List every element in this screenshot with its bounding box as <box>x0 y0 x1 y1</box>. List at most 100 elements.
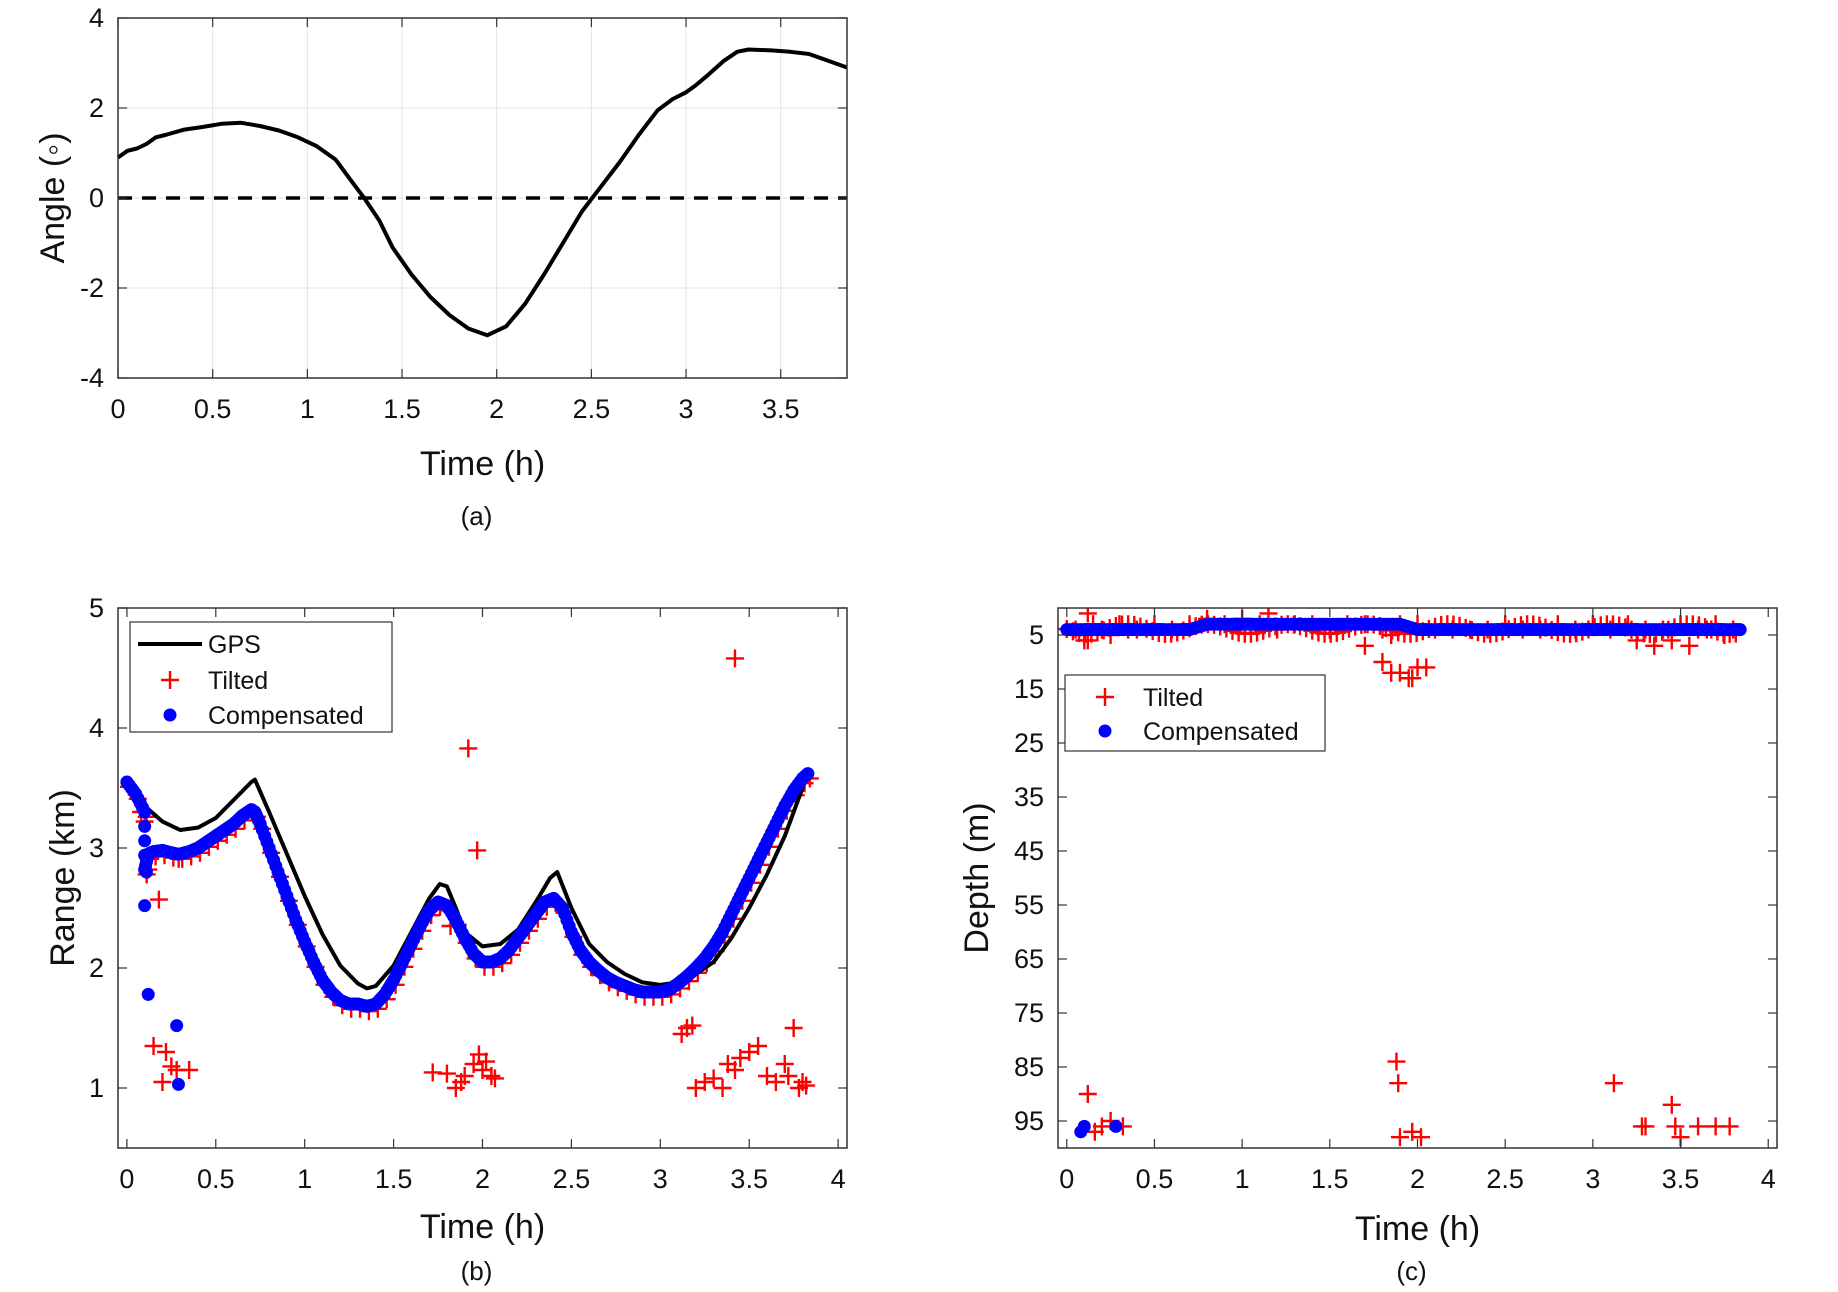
tilted-marker <box>784 1019 803 1037</box>
x-tick-label: 1 <box>297 1164 312 1194</box>
x-tick-label: 0.5 <box>197 1164 235 1194</box>
panel-c-y-ticks: 5 15 25 35 45 55 65 75 85 95 <box>1014 620 1777 1136</box>
y-tick-label: 85 <box>1014 1052 1044 1082</box>
panel-c-depth-chart: 0 0.5 1 1.5 2 2.5 3 3.5 4 5 15 25 35 45 55 65 75 85 95 Ti… <box>958 607 1778 1286</box>
y-tick-label: 65 <box>1014 944 1044 974</box>
panel-a-caption: (a) <box>461 501 493 531</box>
panel-b-legend: GPS Tilted Compensated <box>129 621 393 733</box>
x-tick-label: 1.5 <box>383 394 421 424</box>
legend-tilted-swatch <box>161 671 179 689</box>
x-tick-label: 3.5 <box>762 394 800 424</box>
panel-b-x-axis-label: Time (h) <box>420 1208 545 1246</box>
y-tick-label: 0 <box>89 183 104 213</box>
x-tick-label: 2.5 <box>573 394 611 424</box>
tilted-marker <box>683 1016 702 1035</box>
y-tick-label: 4 <box>89 713 104 743</box>
compensated-marker <box>171 1077 185 1091</box>
panel-c-legend: Tilted Compensated <box>1064 674 1326 752</box>
tilted-marker <box>766 1073 785 1091</box>
x-tick-label: 1 <box>300 394 315 424</box>
tilted-marker <box>1645 636 1664 655</box>
panel-c-caption: (c) <box>1396 1256 1426 1286</box>
x-tick-label: 0 <box>110 394 125 424</box>
y-tick-label: -4 <box>80 363 104 393</box>
x-tick-label: 1.5 <box>375 1164 413 1194</box>
y-tick-label: 25 <box>1014 728 1044 758</box>
x-tick-label: 0.5 <box>1136 1164 1174 1194</box>
legend-label-gps: GPS <box>208 631 261 659</box>
tilted-marker <box>144 1037 163 1055</box>
tilted-marker <box>437 1064 456 1083</box>
x-tick-label: 1.5 <box>1311 1164 1349 1194</box>
tilted-marker <box>797 1076 816 1095</box>
panel-b-range-chart: 0 0.5 1 1.5 2 2.5 3 3.5 4 1 2 3 4 5 Time (h) Range (… <box>44 593 848 1286</box>
tilted-marker <box>482 1067 501 1085</box>
tilted-marker <box>1373 653 1392 671</box>
tilted-marker <box>1636 1117 1655 1136</box>
y-tick-label: 45 <box>1014 836 1044 866</box>
x-tick-label: 4 <box>831 1164 846 1194</box>
x-tick-label: 1 <box>1235 1164 1250 1194</box>
x-tick-label: 2.5 <box>1486 1164 1524 1194</box>
tilted-marker <box>1720 1117 1739 1136</box>
y-tick-label: -2 <box>80 273 104 303</box>
x-tick-label: 2 <box>1410 1164 1425 1194</box>
legend-box <box>1064 674 1326 752</box>
tilted-marker <box>793 1073 812 1091</box>
panel-a-x-ticks: 0 0.5 1 1.5 2 2.5 3 3.5 <box>110 18 800 424</box>
tilted-marker <box>1417 658 1436 677</box>
legend-compensated-swatch <box>1098 724 1112 738</box>
x-tick-label: 2 <box>489 394 504 424</box>
angle-series-line <box>116 47 848 338</box>
compensated-markers <box>120 767 815 1091</box>
panel-b-y-axis-label: Range (km) <box>44 789 82 967</box>
compensated-marker <box>138 819 152 833</box>
tilted-marker <box>1604 1074 1623 1093</box>
compensated-marker <box>139 865 153 879</box>
y-tick-label: 5 <box>1029 620 1044 650</box>
compensated-marker <box>801 767 815 781</box>
tilted-marker <box>713 1079 732 1097</box>
panel-b-x-ticks: 0 0.5 1 1.5 2 2.5 3 3.5 4 <box>119 608 846 1194</box>
compensated-marker <box>170 1019 184 1033</box>
y-tick-label: 1 <box>89 1073 104 1103</box>
tilted-marker <box>1355 636 1374 655</box>
y-tick-label: 35 <box>1014 782 1044 812</box>
y-tick-label: 2 <box>89 953 104 983</box>
tilted-marker <box>485 1069 504 1088</box>
panel-a-y-axis-label: Angle (◦) <box>34 132 72 263</box>
y-tick-label: 2 <box>89 93 104 123</box>
x-tick-label: 3 <box>679 394 694 424</box>
tilted-marker <box>149 890 168 909</box>
y-tick-label: 4 <box>89 3 104 33</box>
tilted-marker <box>1412 1128 1431 1147</box>
compensated-marker <box>138 805 152 819</box>
tilted-marker <box>1387 1052 1406 1071</box>
y-tick-label: 55 <box>1014 890 1044 920</box>
y-tick-label: 15 <box>1014 674 1044 704</box>
tilted-marker <box>180 1061 199 1079</box>
tilted-marker <box>459 739 478 758</box>
x-tick-label: 2 <box>475 1164 490 1194</box>
y-tick-label: 5 <box>89 593 104 623</box>
panel-b-caption: (b) <box>461 1256 493 1286</box>
tilted-marker <box>1403 669 1422 688</box>
x-tick-label: 0 <box>119 1164 134 1194</box>
tilted-marker <box>725 649 744 668</box>
panel-a-y-ticks: -4 -2 0 2 4 <box>80 3 847 393</box>
legend-tilted-swatch <box>1096 688 1114 706</box>
compensated-marker <box>1109 1119 1123 1133</box>
panel-c-x-axis-label: Time (h) <box>1355 1210 1480 1248</box>
x-tick-label: 0.5 <box>194 394 232 424</box>
x-tick-label: 0 <box>1059 1164 1074 1194</box>
tilted-marker <box>477 1052 496 1071</box>
tilted-marker <box>725 1061 744 1079</box>
tilted-marker <box>157 1043 176 1061</box>
panel-c-plot-area <box>1058 608 1747 1147</box>
x-tick-label: 4 <box>1761 1164 1776 1194</box>
compensated-marker <box>141 987 155 1001</box>
legend-label-compensated: Compensated <box>208 702 364 730</box>
tilted-marker <box>1390 1128 1409 1147</box>
tilted-marker <box>1078 1085 1097 1103</box>
